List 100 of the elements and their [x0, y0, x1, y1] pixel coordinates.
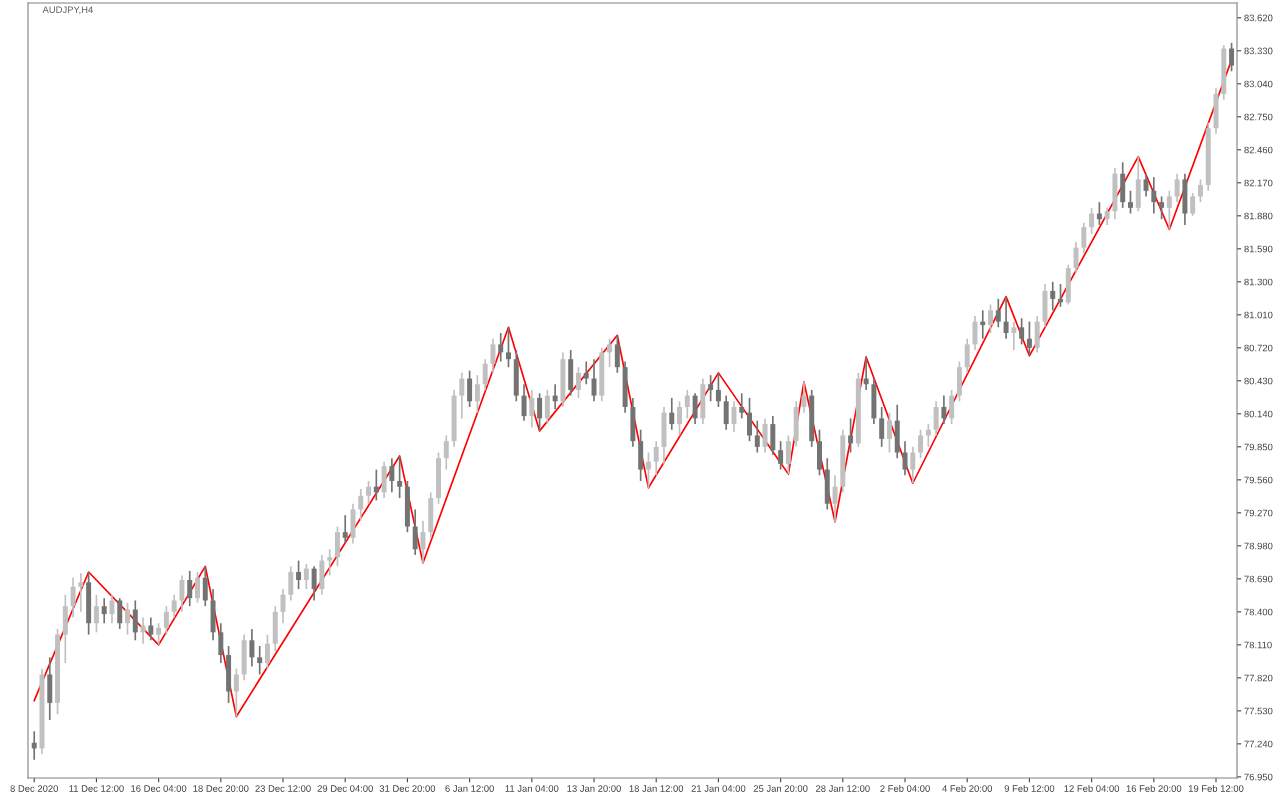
candlestick — [420, 519, 426, 564]
candlestick — [692, 392, 698, 425]
y-tick-label: 82.170 — [1244, 179, 1273, 187]
candlestick — [233, 667, 239, 718]
candlestick — [778, 440, 784, 471]
candlestick — [171, 593, 177, 619]
candlestick — [93, 593, 99, 634]
x-tick-label: 18 Jan 12:00 — [629, 785, 684, 792]
candlestick — [575, 366, 581, 399]
candlestick — [747, 397, 752, 442]
candlestick — [366, 480, 372, 505]
candlestick — [1174, 172, 1180, 203]
candlestick — [715, 372, 721, 408]
candlestick — [645, 451, 651, 489]
candlestick — [995, 298, 1001, 329]
y-tick-label: 78.400 — [1244, 608, 1273, 616]
candlestick — [506, 326, 511, 369]
candlestick — [117, 597, 123, 630]
candlestick — [677, 400, 683, 437]
candlestick — [1073, 241, 1079, 274]
candlestick — [1089, 207, 1095, 235]
candlestick — [1081, 221, 1087, 255]
x-tick-label: 8 Dec 2020 — [10, 785, 59, 792]
candlestick — [879, 406, 885, 448]
x-tick-label: 23 Dec 12:00 — [255, 785, 311, 792]
y-tick-label: 76.950 — [1244, 773, 1273, 781]
x-tick-label: 11 Dec 12:00 — [69, 785, 124, 792]
candlestick — [1143, 172, 1149, 198]
y-tick-label: 80.720 — [1244, 344, 1273, 352]
candlestick — [886, 411, 892, 454]
candlestick — [1159, 195, 1165, 221]
x-tick-label: 18 Dec 20:00 — [193, 785, 249, 792]
y-tick-label: 79.270 — [1244, 509, 1273, 517]
y-tick-label: 77.530 — [1244, 707, 1273, 715]
x-tick-label: 28 Jan 12:00 — [815, 785, 870, 792]
x-tick-label: 16 Dec 04:00 — [131, 785, 187, 792]
chart-title: AUDJPY,H4 — [42, 6, 93, 15]
candlestick — [482, 358, 488, 391]
candlestick — [1026, 320, 1032, 357]
candlestick — [474, 374, 480, 414]
candlestick — [249, 628, 255, 668]
candlestick — [132, 599, 138, 642]
candlestick — [591, 358, 597, 403]
candlestick — [739, 392, 745, 420]
candlestick — [1128, 189, 1133, 215]
candlestick — [848, 417, 854, 454]
candlestick — [412, 508, 418, 556]
y-tick-label: 83.040 — [1244, 80, 1273, 88]
x-tick-label: 11 Jan 04:00 — [505, 785, 559, 792]
y-tick-label: 81.590 — [1244, 245, 1273, 253]
y-tick-label: 81.300 — [1244, 278, 1273, 286]
candlestick — [684, 389, 690, 420]
x-tick-label: 19 Feb 12:00 — [1188, 784, 1244, 792]
candlestick — [785, 434, 791, 475]
candlestick — [459, 372, 465, 420]
y-tick-label: 78.110 — [1244, 641, 1272, 649]
candlestick — [1190, 192, 1196, 217]
candlestick — [972, 315, 978, 351]
candlestick — [327, 548, 333, 577]
candlestick — [910, 445, 916, 485]
candlestick — [498, 332, 504, 363]
candlestick — [1229, 41, 1235, 73]
y-tick-label: 78.980 — [1244, 542, 1273, 550]
x-tick-label: 4 Feb 20:00 — [942, 784, 993, 792]
candlestick — [754, 419, 760, 454]
y-tick-label: 83.330 — [1244, 47, 1273, 55]
candlestick — [218, 622, 224, 664]
x-tick-label: 21 Jan 04:00 — [691, 785, 746, 792]
candlestick — [109, 593, 115, 625]
candlestick — [1050, 280, 1056, 312]
candlestick — [731, 400, 737, 433]
x-tick-label: 9 Feb 12:00 — [1004, 784, 1055, 792]
x-tick-label: 25 Jan 20:00 — [753, 785, 808, 792]
candlestick — [389, 457, 395, 494]
candlestick — [101, 597, 107, 625]
x-tick-label: 29 Dec 04:00 — [317, 785, 373, 792]
y-tick-label: 82.750 — [1244, 113, 1273, 121]
candlestick — [607, 337, 613, 369]
candlestick — [187, 570, 193, 607]
candlestick — [1019, 317, 1025, 346]
candlestick — [762, 417, 768, 454]
candlestick — [1197, 178, 1203, 203]
y-tick-label: 82.460 — [1244, 146, 1273, 154]
candlestick — [280, 588, 286, 625]
candlestick — [311, 565, 317, 602]
candlestick — [918, 428, 924, 460]
y-tick-label: 81.880 — [1244, 212, 1273, 220]
y-tick-label: 79.560 — [1244, 476, 1273, 484]
candlestick — [257, 645, 263, 676]
candlestick — [202, 565, 208, 607]
candlestick — [801, 381, 807, 414]
candlestick — [1011, 320, 1017, 351]
candlestick — [467, 369, 473, 408]
y-tick-label: 81.010 — [1244, 311, 1273, 319]
y-tick-label: 80.430 — [1244, 377, 1273, 385]
y-tick-label: 77.820 — [1244, 674, 1273, 682]
candlestick — [544, 389, 550, 425]
candlestick — [78, 572, 84, 613]
candlestick — [1003, 295, 1009, 340]
candlestick — [832, 474, 838, 523]
